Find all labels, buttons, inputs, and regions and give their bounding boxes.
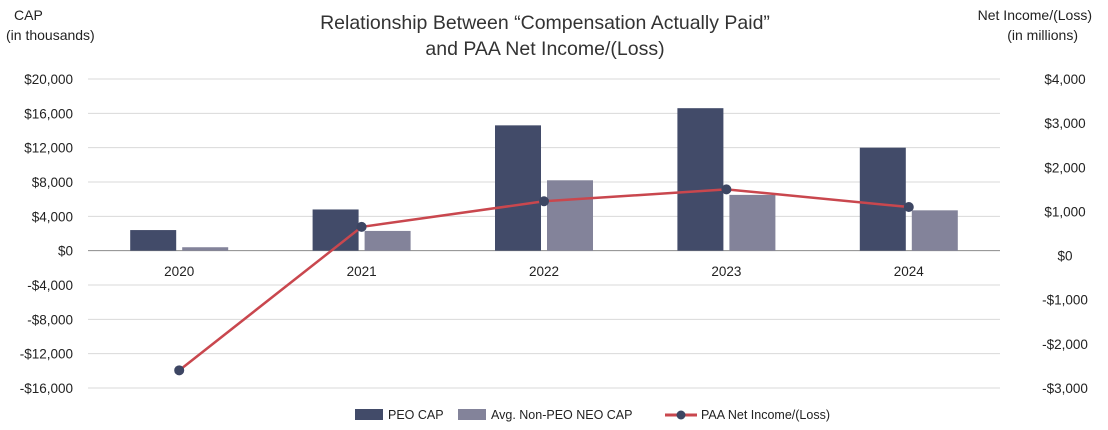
- legend-swatch-non-peo-neo-cap: [458, 409, 486, 420]
- category-label: 2022: [529, 264, 559, 279]
- left-tick-label: -$16,000: [20, 381, 73, 396]
- left-tick-label: -$8,000: [27, 312, 73, 327]
- chart-title-line2: and PAA Net Income/(Loss): [425, 38, 664, 60]
- bar-non-peo-neo-cap: [547, 180, 593, 251]
- net-income-line: [174, 184, 914, 376]
- right-tick-label: $1,000: [1044, 204, 1085, 219]
- category-label: 2024: [894, 264, 925, 279]
- left-axis-title-line1: CAP: [14, 7, 43, 23]
- left-tick-label: $4,000: [32, 209, 73, 224]
- net-income-point: [721, 184, 732, 195]
- bar-non-peo-neo-cap: [729, 194, 776, 251]
- right-axis-title-line1: Net Income/(Loss): [978, 7, 1092, 23]
- right-axis-ticks: $4,000 $3,000 $2,000 $1,000 $0 -$1,000 -$2,000…: [1042, 72, 1088, 396]
- net-income-point: [356, 221, 367, 232]
- legend-label-non-peo-neo-cap: Avg. Non-PEO NEO CAP: [491, 408, 633, 422]
- bar-peo-cap: [859, 147, 906, 251]
- left-tick-label: $8,000: [32, 175, 73, 190]
- bars: [130, 108, 958, 251]
- bar-peo-cap: [495, 125, 541, 251]
- legend-label-peo-cap: PEO CAP: [388, 408, 444, 422]
- bar-non-peo-neo-cap: [182, 247, 229, 251]
- right-tick-label: -$1,000: [1042, 293, 1088, 308]
- left-axis-title-line2: (in thousands): [6, 27, 95, 43]
- net-income-point: [539, 196, 549, 207]
- chart-title-line1: Relationship Between “Compensation Actua…: [320, 12, 770, 34]
- right-axis-title-line2: (in millions): [1007, 27, 1078, 43]
- right-tick-label: $3,000: [1044, 116, 1085, 131]
- legend: PEO CAP Avg. Non-PEO NEO CAP PAA Net Inc…: [355, 408, 830, 422]
- gridlines: [88, 78, 1000, 389]
- category-labels: 2020 2021 2022 2023 2024: [164, 264, 924, 279]
- bar-peo-cap: [130, 230, 177, 251]
- right-tick-label: $2,000: [1044, 160, 1085, 175]
- left-axis-ticks: $20,000 $16,000 $12,000 $8,000 $4,000 $0 -$4,0…: [20, 72, 73, 396]
- right-tick-label: -$2,000: [1042, 337, 1088, 352]
- left-tick-label: $12,000: [24, 141, 73, 156]
- bar-non-peo-neo-cap: [911, 210, 958, 251]
- bar-non-peo-neo-cap: [364, 230, 411, 251]
- category-label: 2020: [164, 264, 194, 279]
- legend-marker-net-income: [676, 410, 686, 420]
- left-tick-label: $16,000: [24, 106, 73, 121]
- left-tick-label: $20,000: [24, 72, 73, 87]
- bar-peo-cap: [312, 209, 359, 251]
- legend-label-net-income: PAA Net Income/(Loss): [701, 408, 830, 422]
- category-label: 2021: [347, 264, 377, 279]
- right-tick-label: -$3,000: [1042, 381, 1088, 396]
- bar-peo-cap: [677, 108, 724, 251]
- right-tick-label: $0: [1057, 249, 1072, 264]
- net-income-point: [903, 202, 914, 213]
- category-label: 2023: [711, 264, 741, 279]
- left-tick-label: -$12,000: [20, 347, 73, 362]
- legend-swatch-peo-cap: [355, 409, 383, 420]
- left-tick-label: $0: [58, 244, 73, 259]
- net-income-point: [174, 365, 185, 376]
- right-tick-label: $4,000: [1044, 72, 1085, 87]
- left-tick-label: -$4,000: [27, 278, 73, 293]
